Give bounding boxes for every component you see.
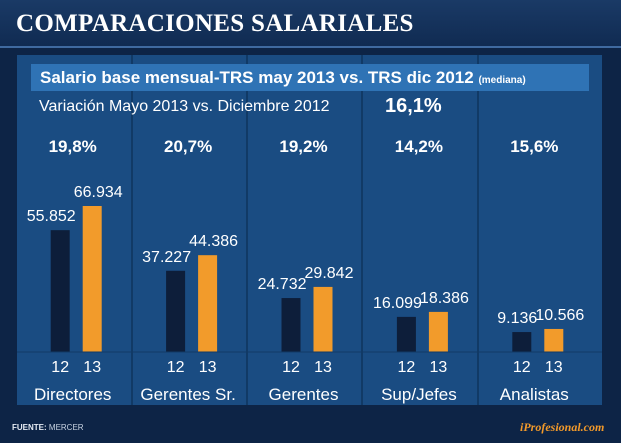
year-tick-label: 12 bbox=[282, 359, 300, 376]
change-label: 20,7% bbox=[164, 137, 212, 156]
bar-13 bbox=[82, 206, 102, 352]
value-label: 16.099 bbox=[373, 295, 422, 312]
chart-subtitle: Salario base mensual-TRS may 2013 vs. TR… bbox=[40, 68, 526, 88]
variation-value: 16,1% bbox=[385, 95, 442, 117]
value-label: 29.842 bbox=[305, 265, 354, 282]
column-divider bbox=[361, 55, 363, 405]
value-label: 37.227 bbox=[142, 249, 191, 266]
value-label: 44.386 bbox=[189, 233, 238, 250]
column-divider bbox=[246, 55, 248, 405]
year-tick-label: 12 bbox=[513, 359, 531, 376]
value-label: 55.852 bbox=[27, 208, 76, 225]
bar-13 bbox=[313, 286, 333, 352]
year-tick-label: 12 bbox=[51, 359, 69, 376]
chart-panel: Salario base mensual-TRS may 2013 vs. TR… bbox=[17, 55, 602, 405]
year-tick-label: 12 bbox=[398, 359, 416, 376]
variation-label: Variación Mayo 2013 vs. Diciembre 2012 bbox=[39, 98, 330, 115]
bar-12 bbox=[166, 270, 186, 352]
value-label: 9.136 bbox=[497, 310, 537, 327]
change-label: 19,2% bbox=[279, 137, 327, 156]
value-label: 18.386 bbox=[420, 290, 469, 307]
bar-13 bbox=[428, 311, 448, 352]
brand-logo: iProfesional.com bbox=[520, 420, 605, 434]
bar-12 bbox=[512, 332, 532, 352]
source-value: MERCER bbox=[48, 423, 84, 432]
subtitle-banner: Salario base mensual-TRS may 2013 vs. TR… bbox=[31, 64, 589, 91]
subtitle-main: Salario base mensual-TRS may 2013 vs. TR… bbox=[40, 68, 474, 87]
change-label: 15,6% bbox=[510, 137, 558, 156]
bar-12 bbox=[396, 316, 416, 352]
column-divider bbox=[131, 55, 133, 405]
year-tick-label: 13 bbox=[314, 359, 332, 376]
bar-12 bbox=[50, 230, 70, 352]
year-tick-label: 13 bbox=[199, 359, 217, 376]
year-tick-label: 13 bbox=[430, 359, 448, 376]
change-label: 14,2% bbox=[395, 137, 443, 156]
change-label: 19,8% bbox=[49, 137, 97, 156]
value-label: 10.566 bbox=[535, 307, 584, 324]
source-label: FUENTE: bbox=[12, 423, 47, 432]
value-label: 24.732 bbox=[258, 276, 307, 293]
subtitle-qualifier: (mediana) bbox=[478, 75, 526, 86]
page-title: COMPARACIONES SALARIALES bbox=[16, 10, 414, 37]
bar-12 bbox=[281, 298, 301, 352]
header-bar: COMPARACIONES SALARIALES bbox=[0, 0, 621, 48]
category-label: Analistas bbox=[500, 385, 569, 404]
year-tick-label: 12 bbox=[167, 359, 185, 376]
column-divider bbox=[477, 55, 479, 405]
category-label: Directores bbox=[34, 385, 111, 404]
category-label: Gerentes bbox=[269, 385, 339, 404]
source-note: FUENTE: MERCER bbox=[12, 423, 84, 432]
value-label: 66.934 bbox=[74, 184, 123, 201]
year-tick-label: 13 bbox=[83, 359, 101, 376]
year-tick-label: 13 bbox=[545, 359, 563, 376]
bar-13 bbox=[198, 255, 218, 352]
bar-13 bbox=[544, 328, 564, 352]
category-label: Sup/Jefes bbox=[381, 385, 457, 404]
category-label: Gerentes Sr. bbox=[140, 385, 235, 404]
